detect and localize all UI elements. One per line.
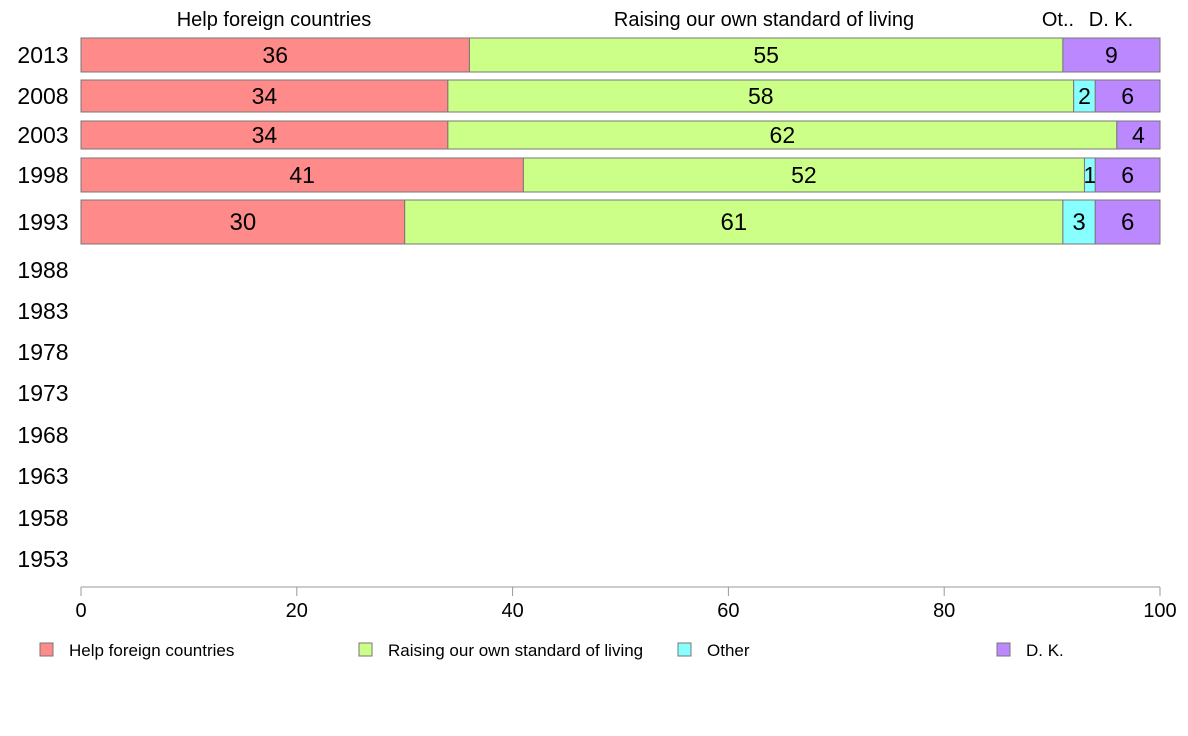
x-tick-label-80: 80 [933,600,955,622]
data-label-1998-series-3: 6 [1121,162,1134,188]
category-label-2008: 2008 [17,83,68,109]
bar-1993-series-1 [404,199,1064,245]
data-label-2013-series-1: 55 [753,42,779,68]
data-label-1998-series-0: 41 [289,162,315,188]
legend-label-1: Raising our own standard of living [388,641,643,660]
data-label-1993-series-2: 3 [1072,209,1085,236]
data-label-2008-series-2: 2 [1078,83,1091,109]
bar-2013-series-1 [468,37,1064,73]
legend-label-3: D. K. [1026,641,1064,660]
category-label-1973: 1973 [17,380,68,406]
category-label-2013: 2013 [17,42,68,68]
data-label-2008-series-1: 58 [748,83,774,109]
x-tick-label-0: 0 [75,600,86,622]
x-tick-label-20: 20 [286,600,308,622]
category-label-1968: 1968 [17,422,68,448]
legend-label-2: Other [707,641,750,660]
x-axis: 0 20 40 60 80 100 [75,586,1177,622]
category-label-1998: 1998 [17,162,68,188]
y-axis-category-labels: 2013 2008 2003 1998 1993 1988 1983 1978 1973 1968… [17,42,68,572]
bar-1998-series-3 [1094,157,1161,193]
data-label-1998-series-1: 52 [791,162,817,188]
bar-2008-series-3 [1094,79,1161,113]
x-tick-label-60: 60 [717,600,739,622]
category-label-1963: 1963 [17,463,68,489]
legend: Help foreign countries Raising our own st… [39,641,1064,660]
category-label-2003: 2003 [17,122,68,148]
legend-swatch-3 [996,642,1011,657]
data-label-1993-series-3: 6 [1121,209,1134,236]
category-label-1983: 1983 [17,298,68,324]
bar-1998-series-0 [80,157,524,193]
data-label-2013-series-0: 36 [262,42,288,68]
data-label-1993-series-1: 61 [720,209,747,236]
data-label-2008-series-3: 6 [1121,83,1134,109]
bar-2008-series-1 [447,79,1075,113]
category-label-1953: 1953 [17,546,68,572]
data-label-1998-series-2: 1 [1083,162,1096,188]
data-label-2003-series-0: 34 [252,122,278,148]
bar-1993-series-3 [1094,199,1161,245]
top-label-0: Help foreign countries [177,9,372,31]
legend-swatch-1 [358,642,373,657]
top-label-1: Raising our own standard of living [614,9,914,31]
bar-2003-series-3 [1116,120,1161,150]
category-label-1958: 1958 [17,505,68,531]
bar-2013-series-0 [80,37,470,73]
top-label-2: Ot.. [1042,9,1074,31]
category-label-1993: 1993 [17,209,68,235]
data-label-2003-series-1: 62 [770,122,796,148]
bar-1998-series-1 [522,157,1085,193]
legend-swatch-2 [677,642,692,657]
top-label-3: D. K. [1089,9,1133,31]
data-label-2008-series-0: 34 [252,83,278,109]
data-label-1993-series-0: 30 [229,209,256,236]
top-header-labels: Help foreign countries Raising our own st… [177,9,1134,31]
legend-swatch-0 [39,642,54,657]
data-label-2003-series-3: 4 [1132,122,1145,148]
category-label-1988: 1988 [17,257,68,283]
x-tick-label-40: 40 [501,600,523,622]
x-tick-label-100: 100 [1143,600,1176,622]
bar-2013-series-3 [1062,37,1161,73]
legend-label-0: Help foreign countries [69,641,234,660]
bars: 36 55 934 58 2 634 62 441 52 1 630 61 3 6 [80,37,1161,245]
data-label-2013-series-3: 9 [1105,42,1118,68]
category-label-1978: 1978 [17,339,68,365]
bar-2003-series-1 [447,120,1118,150]
